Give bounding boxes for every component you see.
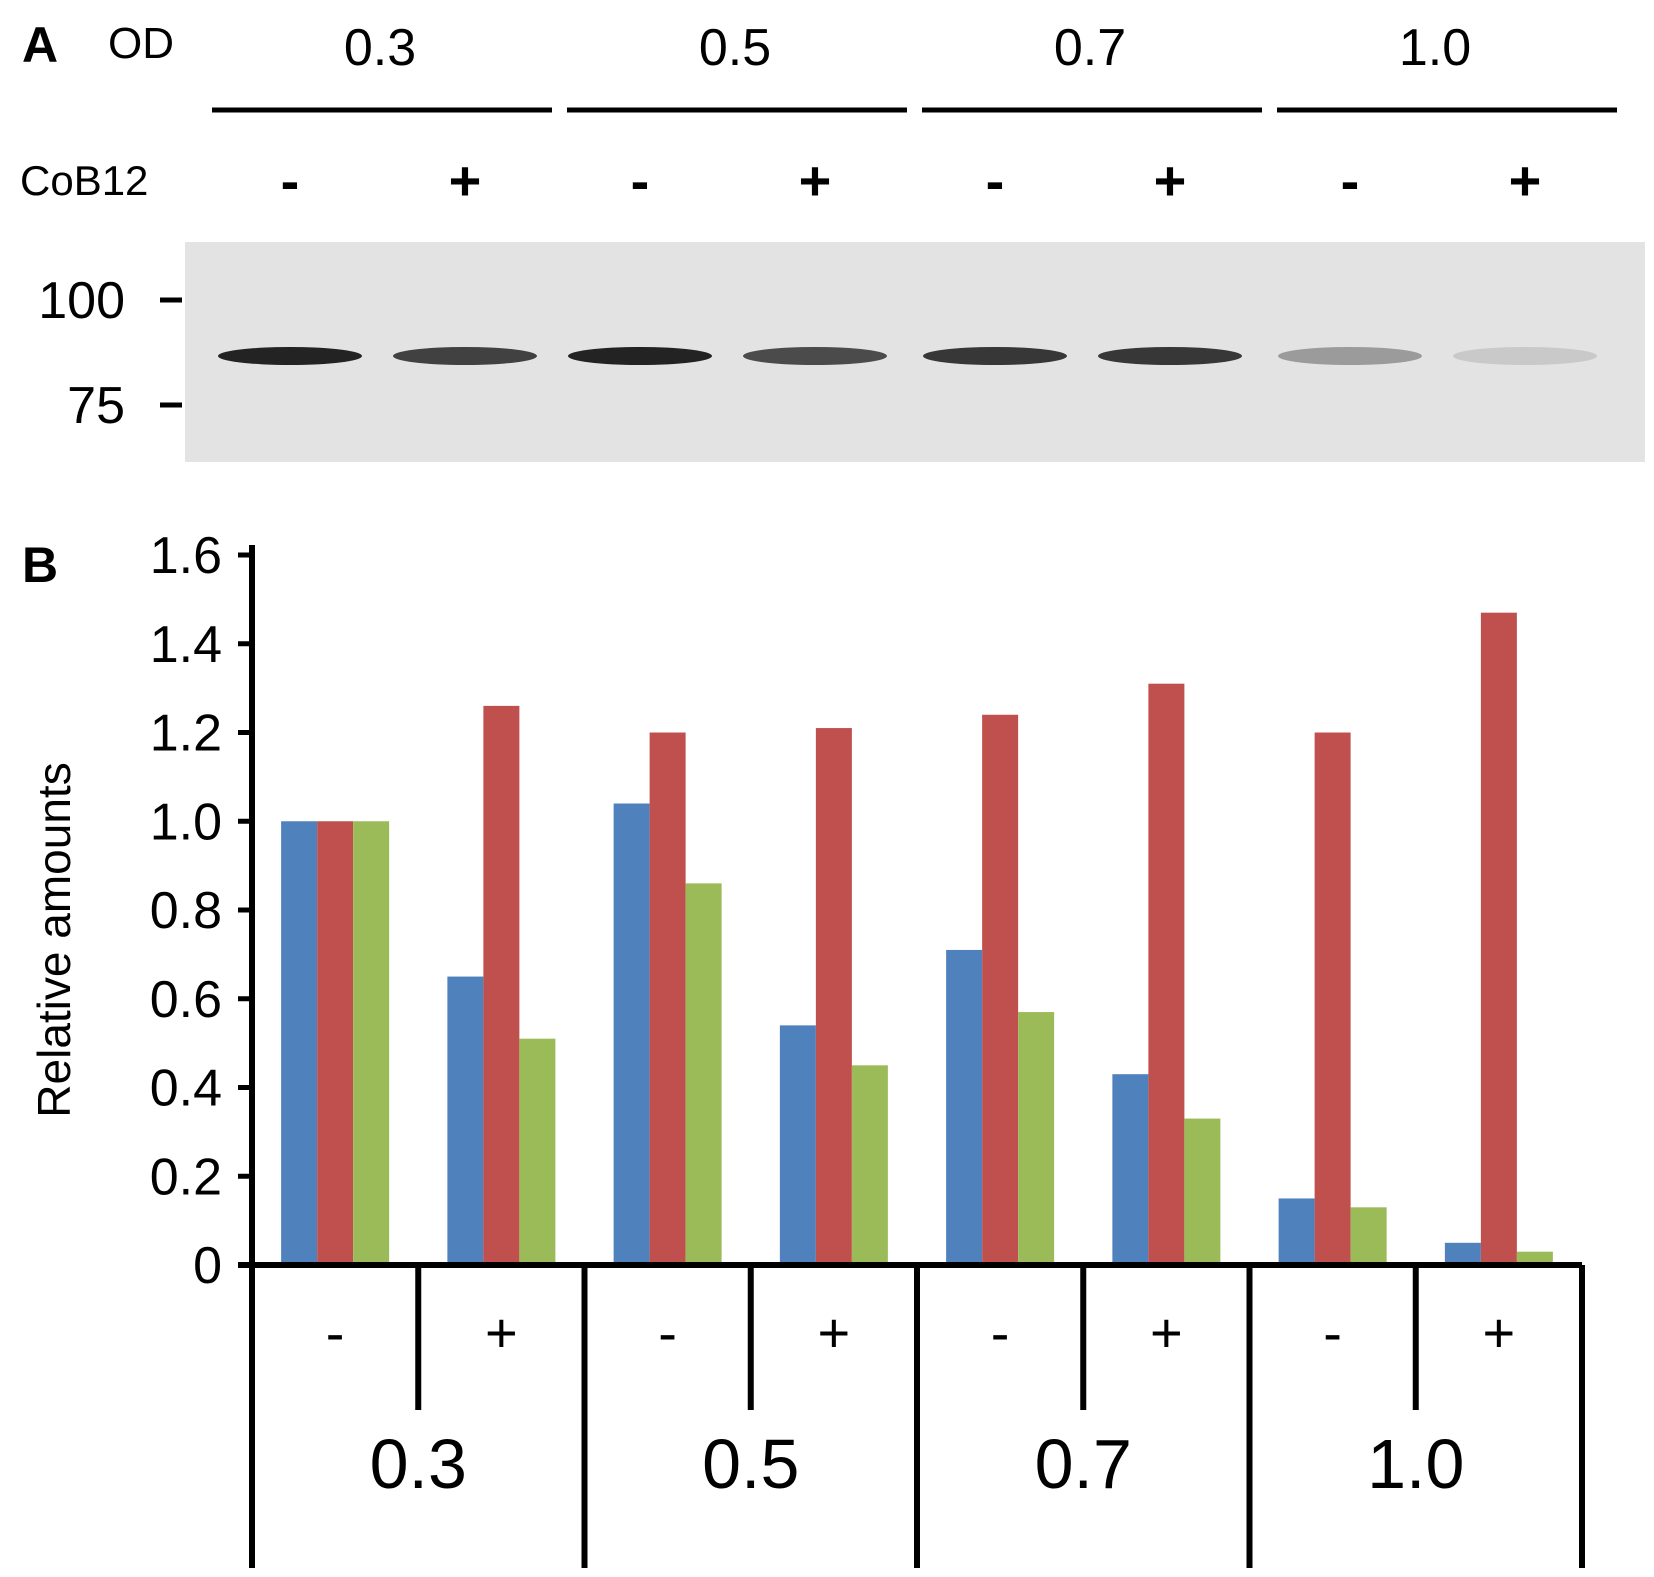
bar <box>447 976 484 1265</box>
protein-band <box>923 347 1067 365</box>
x-category-label: + <box>485 1301 518 1364</box>
bar <box>613 803 650 1265</box>
x-category-label: - <box>326 1301 345 1364</box>
x-group-label: 0.3 <box>370 1425 467 1503</box>
bar <box>982 714 1019 1265</box>
bar <box>483 705 520 1265</box>
y-tick-label: 1.0 <box>150 793 222 851</box>
bar <box>946 949 983 1265</box>
treatment-sign: - <box>986 149 1005 212</box>
treatment-sign: + <box>449 149 482 212</box>
treatment-label: CoB12 <box>20 157 148 204</box>
bar <box>1278 1198 1315 1265</box>
treatment-sign: + <box>799 149 832 212</box>
y-tick-label: 0 <box>193 1237 222 1295</box>
protein-band <box>743 347 887 365</box>
axes <box>238 545 1585 1568</box>
x-category-label: + <box>1483 1301 1516 1364</box>
panel-a-label: A <box>22 17 58 73</box>
y-tick-label: 0.4 <box>150 1060 222 1118</box>
x-group-label: 1.0 <box>1367 1425 1464 1503</box>
x-axis-labels: - + - + - + - +0.3 0.5 0.7 1.0 <box>326 1301 1515 1503</box>
treatment-sign: + <box>1509 149 1542 212</box>
panel-a: A OD CoB12 0.3 0.5 0.7 1.0 - + - + - + - + 100 75 <box>20 17 1645 462</box>
bar <box>649 732 686 1265</box>
od-group-label: 1.0 <box>1399 19 1471 77</box>
treatment-sign: + <box>1154 149 1187 212</box>
x-category-label: + <box>818 1301 851 1364</box>
od-group-headers: 0.3 0.5 0.7 1.0 <box>212 19 1617 113</box>
bars <box>281 612 1553 1265</box>
od-group-label: 0.5 <box>699 19 771 77</box>
treatment-signs: - + - + - + - + <box>281 149 1542 212</box>
x-category-label: - <box>991 1301 1010 1364</box>
bar <box>353 821 390 1265</box>
x-group-label: 0.7 <box>1035 1425 1132 1503</box>
bar <box>519 1038 556 1265</box>
marker-label: 75 <box>67 377 125 435</box>
bar <box>1018 1012 1055 1265</box>
x-group-label: 0.5 <box>702 1425 799 1503</box>
protein-band <box>218 347 362 365</box>
protein-band <box>1453 347 1597 365</box>
y-axis-title: Relative amounts <box>28 762 80 1117</box>
od-group-label: 0.7 <box>1054 19 1126 77</box>
bar <box>317 821 354 1265</box>
y-tick-label: 0.8 <box>150 882 222 940</box>
bar <box>1314 732 1351 1265</box>
bar <box>685 883 722 1265</box>
marker-label: 100 <box>38 272 125 330</box>
protein-band <box>568 347 712 365</box>
od-label: OD <box>108 19 174 68</box>
bar <box>851 1065 888 1265</box>
treatment-sign: - <box>1341 149 1360 212</box>
od-group-label: 0.3 <box>344 19 416 77</box>
y-axis-ticks: 0 0.2 0.4 0.6 0.8 1.0 1.2 1.4 1.6 <box>150 527 252 1295</box>
y-tick-label: 0.2 <box>150 1148 222 1206</box>
bar <box>815 728 852 1265</box>
panel-b-label: B <box>22 537 58 593</box>
protein-band <box>393 347 537 365</box>
protein-band <box>1098 347 1242 365</box>
bar <box>1350 1207 1387 1265</box>
molecular-weight-markers: 100 75 <box>38 272 182 435</box>
bar <box>1112 1074 1149 1265</box>
treatment-sign: - <box>281 149 300 212</box>
blot-bands <box>218 347 1597 365</box>
bar <box>1516 1251 1553 1265</box>
y-tick-label: 1.2 <box>150 705 222 763</box>
y-tick-label: 1.6 <box>150 527 222 585</box>
bar <box>1444 1242 1481 1265</box>
y-tick-label: 0.6 <box>150 971 222 1029</box>
bar <box>1148 683 1185 1265</box>
bar <box>779 1025 816 1265</box>
bar <box>281 821 318 1265</box>
x-category-label: - <box>658 1301 677 1364</box>
treatment-sign: - <box>631 149 650 212</box>
y-tick-label: 1.4 <box>150 616 222 674</box>
bar <box>1184 1118 1221 1265</box>
x-category-label: - <box>1323 1301 1342 1364</box>
x-category-label: + <box>1150 1301 1183 1364</box>
protein-band <box>1278 347 1422 365</box>
bar <box>1480 612 1517 1265</box>
panel-b: B Relative amounts 0 0.2 0.4 0.6 0.8 1.0 1.2 1.… <box>22 527 1585 1568</box>
